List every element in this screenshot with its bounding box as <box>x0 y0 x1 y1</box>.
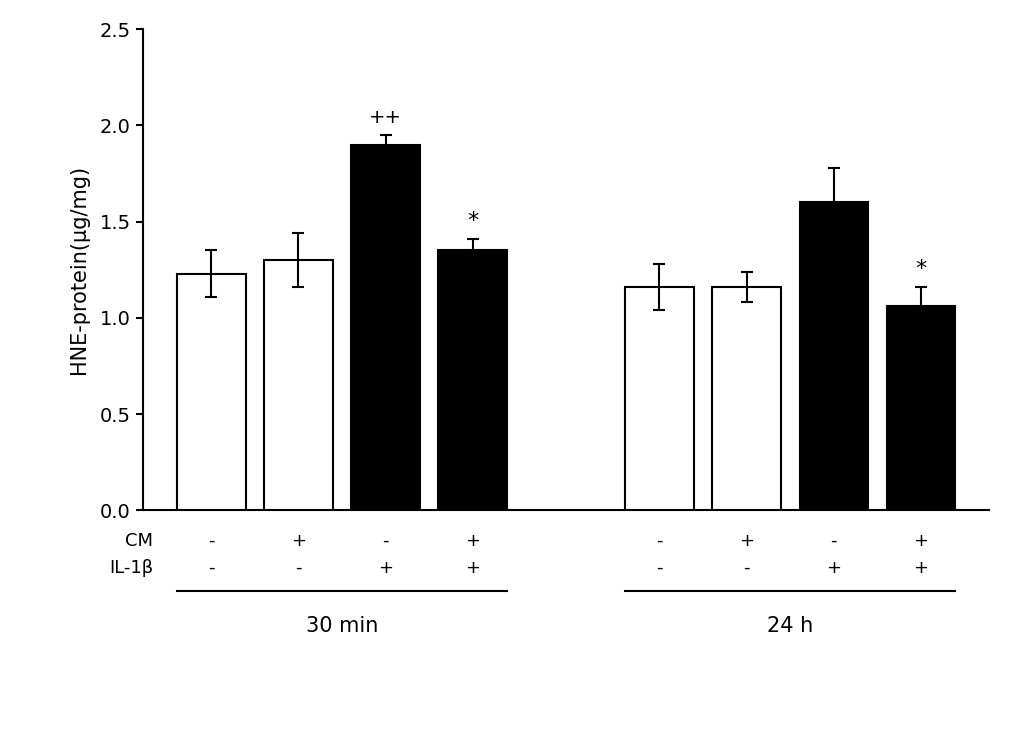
Text: -: - <box>208 532 214 550</box>
Text: -: - <box>382 532 388 550</box>
Text: -: - <box>294 559 302 577</box>
Y-axis label: HNE-protein(μg/mg): HNE-protein(μg/mg) <box>68 165 89 374</box>
Bar <box>625 287 693 510</box>
Text: +: + <box>465 559 480 577</box>
Bar <box>799 203 867 510</box>
Bar <box>351 144 420 510</box>
Text: *: * <box>467 211 478 231</box>
Text: ++: ++ <box>369 109 401 128</box>
Text: +: + <box>290 532 306 550</box>
Text: -: - <box>655 559 662 577</box>
Text: -: - <box>829 532 837 550</box>
Text: +: + <box>913 559 927 577</box>
Text: +: + <box>739 532 753 550</box>
Bar <box>264 260 332 510</box>
Bar <box>711 287 781 510</box>
Text: -: - <box>655 532 662 550</box>
Text: +: + <box>825 559 841 577</box>
Text: +: + <box>465 532 480 550</box>
Text: CM: CM <box>125 532 153 550</box>
Bar <box>886 306 954 510</box>
Text: 24 h: 24 h <box>766 616 812 636</box>
Bar <box>438 251 506 510</box>
Text: *: * <box>914 260 925 279</box>
Text: -: - <box>743 559 749 577</box>
Text: +: + <box>913 532 927 550</box>
Text: 30 min: 30 min <box>306 616 378 636</box>
Text: +: + <box>378 559 392 577</box>
Text: -: - <box>208 559 214 577</box>
Text: IL-1β: IL-1β <box>109 559 153 577</box>
Bar <box>177 273 246 510</box>
